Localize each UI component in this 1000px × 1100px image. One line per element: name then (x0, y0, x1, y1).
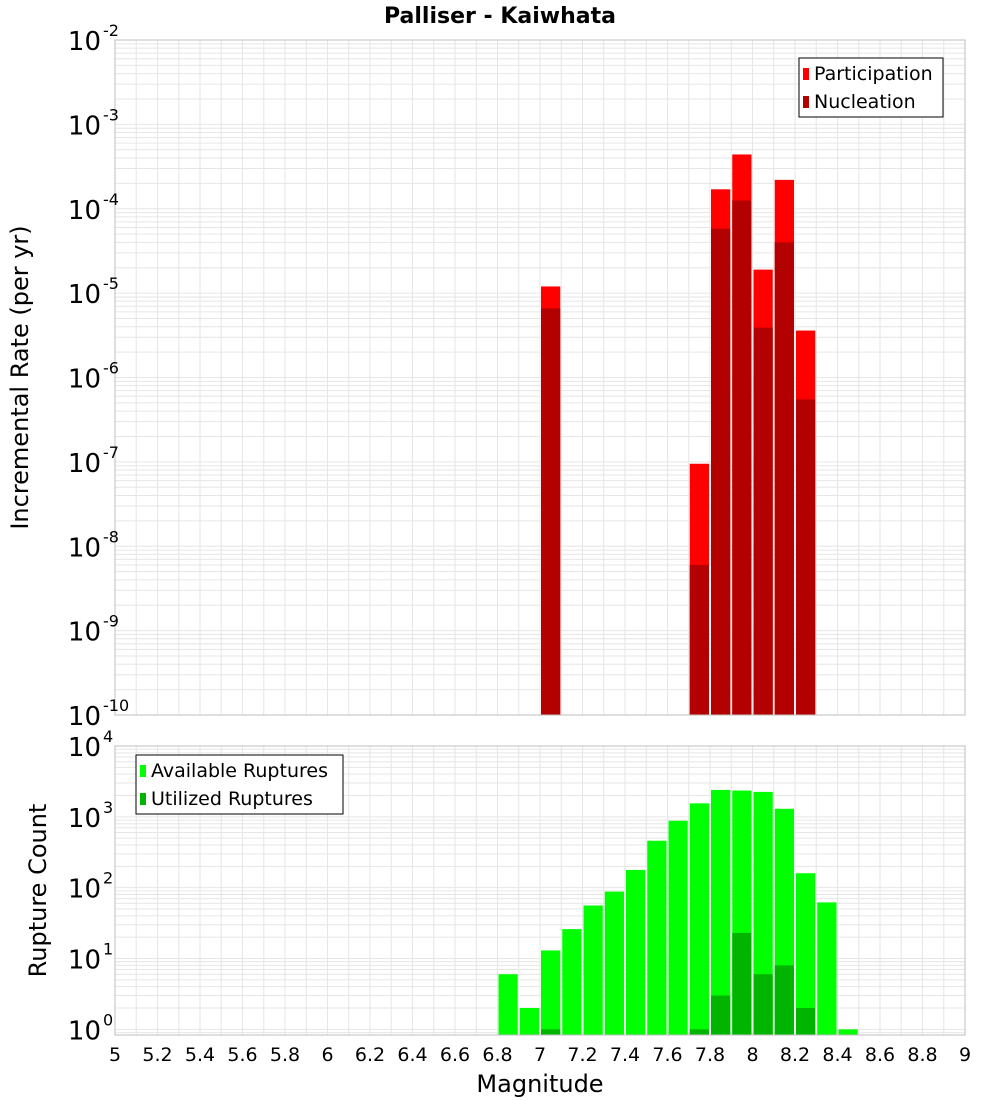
xtick-label: 8 (746, 1044, 758, 1066)
count-ytick-exponent: 2 (103, 869, 113, 888)
count-ylabel: Rupture Count (24, 804, 52, 978)
available-ruptures-bar (838, 1029, 858, 1035)
rate-ytick-label: 10 (68, 618, 101, 648)
rate-ytick-exponent: -2 (103, 21, 119, 40)
xtick-label: 6.8 (482, 1044, 512, 1066)
rate-ytick-label: 10 (68, 365, 101, 395)
utilized-ruptures-bar (732, 932, 752, 1035)
xlabel: Magnitude (476, 1070, 603, 1098)
available-ruptures-bar (562, 929, 582, 1035)
rate-ytick-exponent: -10 (103, 696, 129, 715)
xtick-label: 7.6 (652, 1044, 682, 1066)
rate-legend-swatch (803, 68, 809, 80)
rate-ytick-label: 10 (68, 449, 101, 479)
available-ruptures-bar (498, 974, 518, 1035)
nucleation-bar (732, 200, 752, 715)
xtick-label: 5.2 (142, 1044, 172, 1066)
available-ruptures-bar (541, 950, 561, 1035)
xtick-label: 6 (321, 1044, 333, 1066)
xtick-label: 5.6 (227, 1044, 257, 1066)
rate-ytick-label: 10 (68, 533, 101, 563)
rate-ylabel: Incremental Rate (per yr) (6, 225, 34, 529)
available-ruptures-bar (711, 789, 731, 1035)
utilized-ruptures-bar (796, 1008, 816, 1035)
available-ruptures-bar (583, 905, 603, 1035)
available-ruptures-bar (604, 891, 624, 1035)
nucleation-bar (689, 564, 709, 715)
count-legend-label: Utilized Ruptures (151, 788, 313, 810)
count-ytick-label: 10 (68, 946, 101, 976)
available-ruptures-bar (626, 869, 646, 1035)
available-ruptures-bar (519, 1008, 539, 1035)
xtick-label: 6.6 (440, 1044, 470, 1066)
count-legend-swatch (140, 765, 146, 777)
xtick-label: 8.2 (780, 1044, 810, 1066)
rate-ytick-label: 10 (68, 196, 101, 226)
count-legend (135, 754, 344, 815)
rate-ytick-exponent: -9 (103, 612, 119, 631)
xtick-label: 6.4 (397, 1044, 427, 1066)
xtick-label: 7.4 (610, 1044, 640, 1066)
count-ytick-exponent: 0 (103, 1010, 113, 1029)
nucleation-bar (711, 228, 731, 716)
xtick-label: 7.8 (695, 1044, 725, 1066)
xtick-label: 8.4 (822, 1044, 852, 1066)
nucleation-bar (753, 327, 773, 715)
rate-legend (798, 57, 944, 118)
utilized-ruptures-bar (753, 974, 773, 1035)
xtick-label: 5 (109, 1044, 121, 1066)
rate-legend-label: Nucleation (814, 91, 916, 113)
count-ytick-label: 10 (68, 875, 101, 905)
nucleation-bar (796, 399, 816, 715)
rate-ytick-exponent: -5 (103, 274, 119, 293)
xtick-label: 5.4 (185, 1044, 215, 1066)
chart-title: Palliser - Kaiwhata (384, 4, 616, 29)
count-ytick-label: 10 (68, 733, 101, 763)
rate-ytick-exponent: -6 (103, 359, 119, 378)
xtick-label: 5.8 (270, 1044, 300, 1066)
xtick-label: 7.2 (567, 1044, 597, 1066)
utilized-ruptures-bar (541, 1029, 561, 1035)
available-ruptures-bar (668, 820, 688, 1035)
utilized-ruptures-bar (774, 965, 794, 1035)
count-ytick-exponent: 3 (103, 798, 113, 817)
xtick-label: 7 (534, 1044, 546, 1066)
available-ruptures-bar (796, 873, 816, 1035)
available-ruptures-bar (647, 840, 667, 1035)
count-legend-label: Available Ruptures (151, 760, 328, 782)
rate-ytick-label: 10 (68, 111, 101, 141)
nucleation-bar (541, 308, 561, 715)
rate-ytick-label: 10 (68, 27, 101, 57)
count-ytick-exponent: 4 (103, 727, 113, 746)
rate-legend-swatch (803, 96, 809, 108)
xtick-label: 6.2 (355, 1044, 385, 1066)
xtick-label: 9 (959, 1044, 971, 1066)
xtick-label: 8.6 (865, 1044, 895, 1066)
rate-ytick-exponent: -3 (103, 105, 119, 124)
xtick-label: 8.8 (907, 1044, 937, 1066)
available-ruptures-bar (689, 803, 709, 1035)
rate-ytick-label: 10 (68, 280, 101, 310)
utilized-ruptures-bar (711, 995, 731, 1035)
rate-ytick-exponent: -7 (103, 443, 119, 462)
count-legend-swatch (140, 793, 146, 805)
rate-ytick-label: 10 (68, 702, 101, 732)
rate-ytick-exponent: -4 (103, 190, 119, 209)
count-ytick-label: 10 (68, 1016, 101, 1046)
rate-plot-frame (114, 39, 966, 716)
rate-ytick-exponent: -8 (103, 527, 119, 546)
count-plot-frame (114, 745, 966, 1036)
rate-legend-label: Participation (814, 63, 933, 85)
available-ruptures-bar (817, 902, 837, 1035)
nucleation-bar (774, 242, 794, 716)
utilized-ruptures-bar (689, 1029, 709, 1035)
count-ytick-label: 10 (68, 804, 101, 834)
count-ytick-exponent: 1 (103, 940, 113, 959)
